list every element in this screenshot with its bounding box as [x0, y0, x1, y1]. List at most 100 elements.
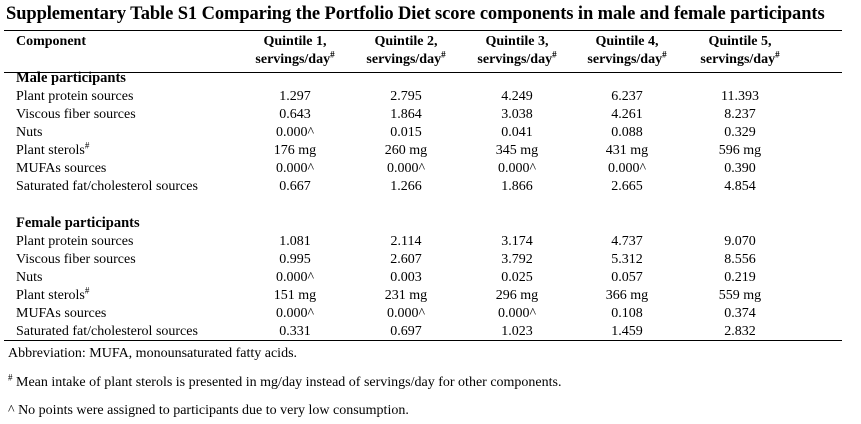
- header-quintile-unit: servings/day: [366, 52, 442, 67]
- row-label-mark: #: [84, 285, 90, 296]
- table-cell: 0.000^: [275, 270, 315, 285]
- row-label-text: Plant sterols: [16, 288, 85, 303]
- row-label-text: Viscous fiber sources: [16, 252, 136, 267]
- table-cell: 8.556: [724, 252, 756, 267]
- table-row-label: Saturated fat/cholesterol sources: [16, 179, 198, 195]
- header-quintile-line2: servings/day#: [236, 49, 354, 69]
- table-cell: 2.607: [390, 252, 422, 267]
- table-row-label: Plant sterols#: [16, 140, 90, 159]
- table-cell: 0.390: [724, 161, 756, 176]
- table-cell: 0.667: [279, 179, 311, 194]
- header-quintile-line2: servings/day#: [681, 49, 799, 69]
- table-cell: 260 mg: [384, 143, 428, 158]
- table-cell: 1.297: [279, 89, 311, 104]
- table-cell: 0.697: [390, 324, 422, 339]
- table-cell: 1.023: [501, 324, 533, 339]
- table-cell: 6.237: [611, 89, 643, 104]
- header-quintile-unit: servings/day: [587, 52, 663, 67]
- footnote-sterols-text: Mean intake of plant sterols is presente…: [12, 375, 562, 390]
- table-cell: 231 mg: [384, 288, 428, 303]
- table-cell: 431 mg: [605, 143, 649, 158]
- table-cell: 2.832: [724, 324, 756, 339]
- header-quintile-unit: servings/day: [477, 52, 553, 67]
- table-cell: 2.795: [390, 89, 422, 104]
- row-label-text: Nuts: [16, 270, 43, 285]
- header-quintile-mark: #: [330, 49, 335, 60]
- header-quintile-line2: servings/day#: [458, 49, 576, 69]
- table-cell: 1.266: [390, 179, 422, 194]
- table-row-label: Nuts: [16, 270, 42, 286]
- table-cell: 0.015: [390, 125, 422, 140]
- table-cell: 176 mg: [273, 143, 317, 158]
- footnote-sterols: # Mean intake of plant sterols is presen…: [8, 372, 562, 391]
- table-cell: 366 mg: [605, 288, 649, 303]
- table-row-label: Nuts: [16, 125, 42, 141]
- header-quintile-mark: #: [775, 49, 780, 60]
- row-label-text: MUFAs sources: [16, 161, 107, 176]
- table-cell: 0.000^: [386, 306, 426, 321]
- table-row-label: Plant protein sources: [16, 234, 133, 250]
- header-quintile-line1: Quintile 1,: [263, 34, 327, 49]
- header-quintile-line1: Quintile 2,: [374, 34, 438, 49]
- row-label-text: Viscous fiber sources: [16, 107, 136, 122]
- header-quintile-mark: #: [441, 49, 446, 60]
- table-cell: 0.000^: [275, 161, 315, 176]
- table-cell: 4.737: [611, 234, 643, 249]
- table-cell: 345 mg: [495, 143, 539, 158]
- header-quintile-unit: servings/day: [255, 52, 331, 67]
- table-cell: 8.237: [724, 107, 756, 122]
- table-cell: 3.174: [501, 234, 533, 249]
- header-quintile-1: Quintile 1, servings/day#: [236, 33, 354, 69]
- table-cell: 0.374: [724, 306, 756, 321]
- table-cell: 1.081: [279, 234, 311, 249]
- table-cell: 0.331: [279, 324, 311, 339]
- table-cell: 2.665: [611, 179, 643, 194]
- table-cell: 0.219: [724, 270, 756, 285]
- header-quintile-5: Quintile 5, servings/day#: [681, 33, 799, 69]
- table-cell: 0.000^: [275, 306, 315, 321]
- row-label-text: Plant sterols: [16, 143, 85, 158]
- section-heading: Male participants: [16, 70, 126, 86]
- header-quintile-mark: #: [552, 49, 557, 60]
- table-cell: 0.025: [501, 270, 533, 285]
- footnote-sterols-mark: #: [8, 372, 13, 383]
- row-label-text: Nuts: [16, 125, 43, 140]
- table-cell: 0.995: [279, 252, 311, 267]
- table-cell: 5.312: [611, 252, 643, 267]
- table-cell: 0.000^: [275, 125, 315, 140]
- row-label-text: Saturated fat/cholesterol sources: [16, 179, 198, 194]
- table-cell: 0.057: [611, 270, 643, 285]
- table-cell: 3.038: [501, 107, 533, 122]
- header-quintile-mark: #: [662, 49, 667, 60]
- table-cell: 0.041: [501, 125, 533, 140]
- table-row-label: MUFAs sources: [16, 306, 106, 322]
- footnote-no-points: ^ No points were assigned to participant…: [8, 403, 409, 418]
- footnote-abbreviation: Abbreviation: MUFA, monounsaturated fatt…: [8, 346, 298, 361]
- header-quintile-line1: Quintile 5,: [708, 34, 772, 49]
- row-label-mark: #: [84, 140, 90, 151]
- table-cell: 0.108: [611, 306, 643, 321]
- table-row-label: Plant protein sources: [16, 89, 133, 105]
- table-cell: 11.393: [721, 89, 759, 104]
- row-label-text: Plant protein sources: [16, 89, 134, 104]
- table-cell: 0.329: [724, 125, 756, 140]
- header-quintile-line1: Quintile 3,: [485, 34, 549, 49]
- header-quintile-3: Quintile 3, servings/day#: [458, 33, 576, 69]
- table-cell: 0.000^: [497, 306, 537, 321]
- table-cell: 1.864: [390, 107, 422, 122]
- table-cell: 1.459: [611, 324, 643, 339]
- table-cell: 4.249: [501, 89, 533, 104]
- row-label-text: Saturated fat/cholesterol sources: [16, 324, 198, 339]
- table-cell: 3.792: [501, 252, 533, 267]
- header-component: Component: [16, 34, 87, 49]
- bottom-rule: [4, 340, 842, 341]
- table-row-label: Viscous fiber sources: [16, 252, 136, 268]
- table-cell: 559 mg: [718, 288, 762, 303]
- header-quintile-2: Quintile 2, servings/day#: [347, 33, 465, 69]
- table-cell: 596 mg: [718, 143, 762, 158]
- table-cell: 9.070: [724, 234, 756, 249]
- table-cell: 4.261: [611, 107, 643, 122]
- header-quintile-4: Quintile 4, servings/day#: [568, 33, 686, 69]
- table-cell: 0.000^: [497, 161, 537, 176]
- header-quintile-line2: servings/day#: [347, 49, 465, 69]
